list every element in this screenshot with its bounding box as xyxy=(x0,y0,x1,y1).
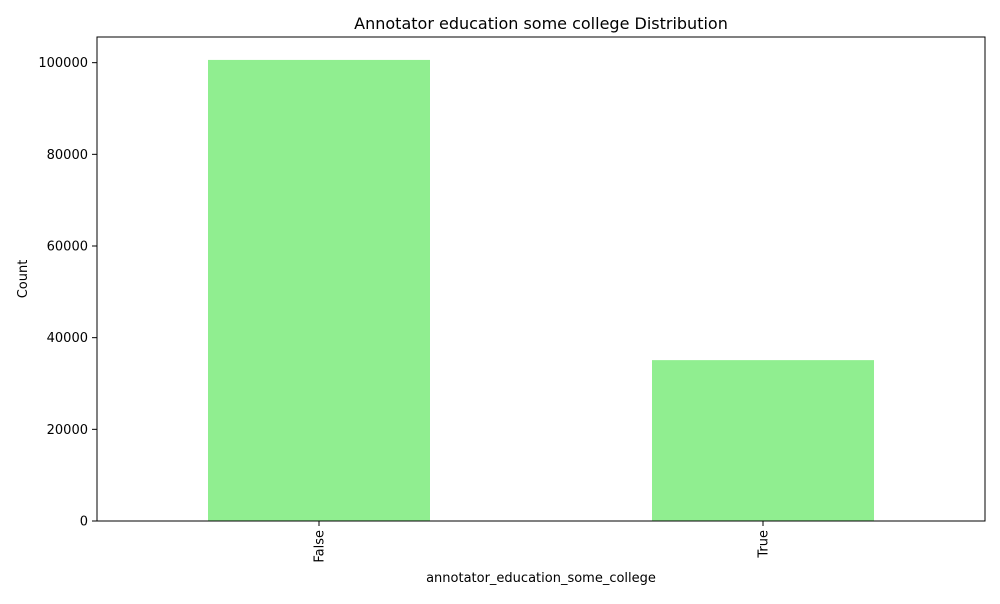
y-tick-label: 20000 xyxy=(47,423,88,438)
y-axis-ticks: 0 20000 40000 60000 80000 100000 xyxy=(38,56,97,530)
y-axis-label: Count xyxy=(16,260,31,299)
y-tick-label: 80000 xyxy=(47,148,88,163)
bar-false xyxy=(208,59,430,522)
y-tick-label: 100000 xyxy=(38,56,88,71)
x-tick-label: True xyxy=(757,530,772,559)
y-tick-label: 60000 xyxy=(47,240,88,255)
y-tick-label: 0 xyxy=(80,515,88,530)
x-tick-label: False xyxy=(313,530,328,563)
bars xyxy=(208,59,874,522)
x-axis-label: annotator_education_some_college xyxy=(426,571,656,586)
bar-true xyxy=(652,360,874,521)
chart-title: Annotator education some college Distrib… xyxy=(354,14,728,33)
x-axis-ticks: False True xyxy=(313,521,772,563)
y-tick-label: 40000 xyxy=(47,331,88,346)
plot-frame xyxy=(96,36,986,522)
